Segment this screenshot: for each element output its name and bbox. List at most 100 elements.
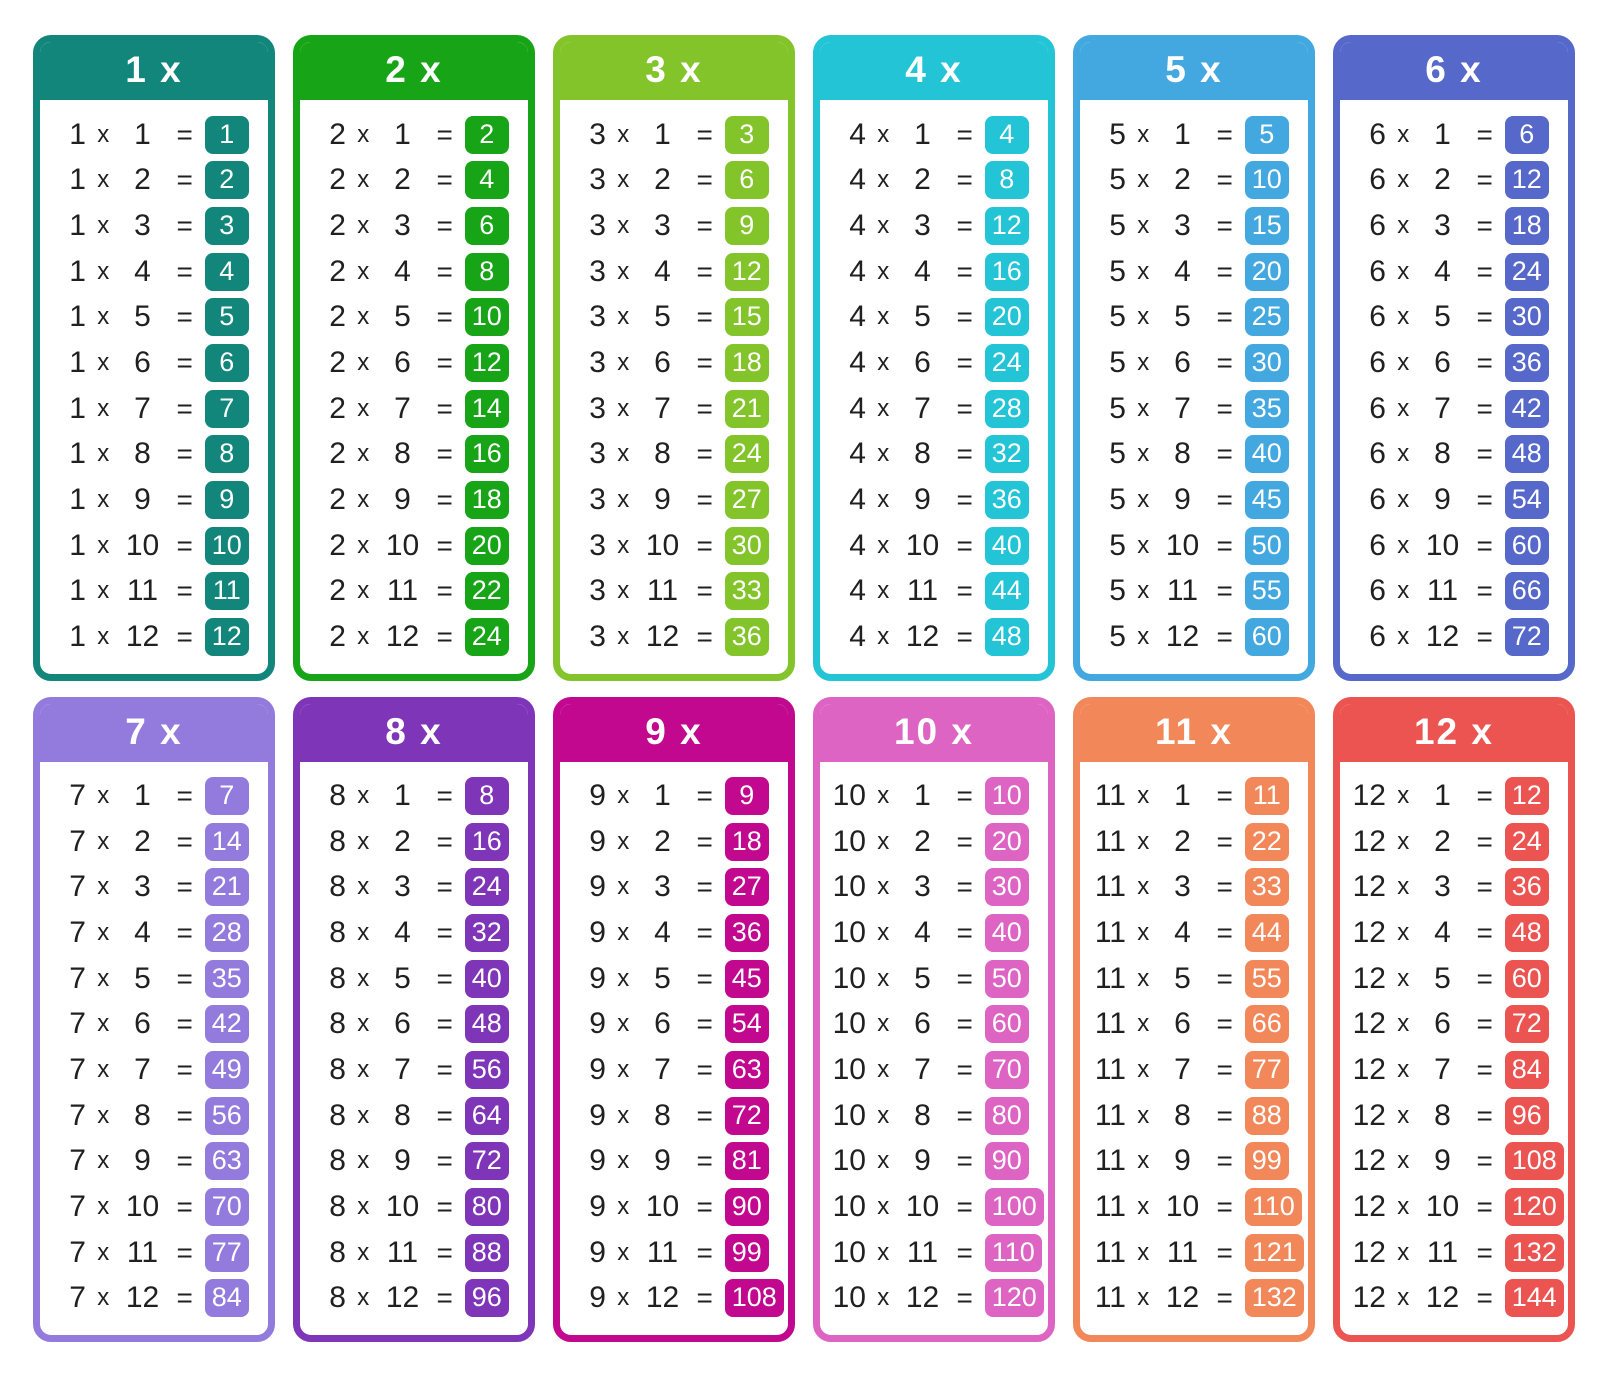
product-cell: 2	[464, 115, 528, 154]
equation-row: 8 x 4 = 32	[300, 914, 528, 953]
equation-row: 12 x 4 = 48	[1340, 914, 1568, 953]
equation-row: 2 x 2 = 4	[300, 161, 528, 200]
factor-multiplicand: 5	[1174, 961, 1191, 995]
equals-symbol: =	[176, 1008, 193, 1040]
product-cell: 24	[984, 343, 1048, 382]
factor-multiplicand: 5	[394, 300, 411, 334]
times-symbol: x	[357, 1010, 370, 1038]
product-badge: 49	[204, 1051, 249, 1090]
product-badge: 20	[464, 526, 509, 565]
equation-row: 3 x 6 = 18	[560, 343, 788, 382]
product-cell: 30	[724, 526, 788, 565]
factor-multiplicand: 8	[134, 1098, 151, 1132]
times-symbol: x	[97, 166, 110, 194]
product-badge: 11	[1244, 777, 1289, 816]
equals-symbol: =	[176, 825, 193, 857]
equals-symbol: =	[696, 1282, 713, 1314]
equals-symbol: =	[436, 1145, 453, 1177]
equation-row: 11 x 3 = 33	[1080, 868, 1308, 907]
factor-multiplicand: 4	[394, 254, 411, 288]
card-title: 8 x	[385, 710, 443, 752]
card-title: 6 x	[1425, 49, 1483, 90]
equation-row: 10 x 1 = 10	[820, 777, 1048, 816]
equals-symbol: =	[436, 209, 453, 241]
product-cell: 24	[724, 435, 788, 474]
times-symbol: x	[97, 827, 110, 855]
equals-symbol: =	[176, 392, 193, 424]
equals-symbol: =	[696, 1191, 713, 1223]
factor-multiplier: 2	[329, 254, 346, 288]
product-badge: 14	[204, 822, 249, 861]
equation-row: 12 x 12 = 144	[1340, 1279, 1568, 1318]
card-body: 3 x 1 = 3 3 x 2 = 6 3 x 3 = 9 3 x 4 = 12 3 x 5 = 15 3 x 6 = 18 3 x 7 = 21 3…	[560, 100, 788, 674]
equals-symbol: =	[176, 780, 193, 812]
factor-multiplicand: 11	[386, 574, 419, 608]
product-cell: 15	[1244, 206, 1308, 245]
equation-row: 10 x 11 = 110	[820, 1233, 1048, 1272]
product-badge: 22	[464, 572, 509, 611]
equation-row: 9 x 3 = 27	[560, 868, 788, 907]
card-title: 1 x	[125, 49, 183, 90]
product-badge: 6	[1504, 115, 1549, 154]
product-cell: 63	[204, 1142, 268, 1181]
times-symbol: x	[1397, 485, 1410, 513]
product-badge: 56	[464, 1051, 509, 1090]
factor-multiplicand: 7	[914, 391, 931, 425]
factor-multiplicand: 3	[914, 208, 931, 242]
factor-multiplier: 5	[1109, 254, 1126, 288]
equals-symbol: =	[1216, 1054, 1233, 1086]
factor-multiplicand: 4	[914, 916, 931, 950]
card-header: 10 x	[820, 703, 1048, 762]
factor-multiplicand: 1	[914, 117, 931, 151]
product-badge: 12	[724, 252, 769, 291]
factor-multiplier: 3	[589, 117, 606, 151]
product-cell: 10	[984, 777, 1048, 816]
equation-row: 2 x 8 = 16	[300, 435, 528, 474]
factor-multiplier: 3	[589, 619, 606, 653]
equation-row: 3 x 10 = 30	[560, 526, 788, 565]
product-cell: 21	[724, 389, 788, 428]
factor-multiplier: 12	[1352, 961, 1386, 995]
product-cell: 36	[724, 914, 788, 953]
product-badge: 14	[464, 389, 509, 428]
equation-row: 9 x 11 = 99	[560, 1233, 788, 1272]
times-symbol: x	[357, 1101, 370, 1129]
factor-multiplicand: 8	[1434, 1098, 1451, 1132]
equals-symbol: =	[1476, 962, 1493, 994]
factor-multiplicand: 1	[394, 779, 411, 813]
factor-multiplicand: 7	[134, 1053, 151, 1087]
factor-multiplicand: 12	[125, 1281, 160, 1315]
factor-multiplicand: 5	[1434, 961, 1451, 995]
factor-multiplicand: 6	[654, 345, 671, 379]
equals-symbol: =	[176, 1236, 193, 1268]
equals-symbol: =	[1216, 871, 1233, 903]
product-cell: 45	[724, 959, 788, 998]
product-cell: 110	[1244, 1188, 1308, 1227]
equation-row: 3 x 3 = 9	[560, 206, 788, 245]
factor-multiplicand: 4	[654, 254, 671, 288]
product-cell: 121	[1244, 1233, 1308, 1272]
equals-symbol: =	[696, 1008, 713, 1040]
equation-row: 10 x 10 = 100	[820, 1188, 1048, 1227]
equals-symbol: =	[956, 575, 973, 607]
product-badge: 60	[1244, 617, 1289, 656]
times-symbol: x	[1397, 257, 1410, 285]
card-body: 11 x 1 = 11 11 x 2 = 22 11 x 3 = 33 11 x 4 = 44 11 x 5 = 55 11 x 6 =…	[1080, 762, 1308, 1336]
product-badge: 132	[1244, 1279, 1304, 1318]
equals-symbol: =	[176, 1145, 193, 1177]
equation-row: 12 x 9 = 108	[1340, 1142, 1568, 1181]
equals-symbol: =	[176, 118, 193, 150]
times-symbol: x	[617, 1147, 630, 1175]
factor-multiplicand: 1	[1174, 117, 1191, 151]
equals-symbol: =	[436, 620, 453, 652]
factor-multiplier: 12	[1352, 1098, 1386, 1132]
equation-row: 9 x 1 = 9	[560, 777, 788, 816]
times-symbol: x	[1137, 1147, 1150, 1175]
factor-multiplicand: 8	[394, 437, 411, 471]
card-title: 7 x	[125, 710, 183, 752]
multiplication-card-7x: 7 x 7 x 1 = 7 7 x 2 = 14 7 x 3 = 21 7 x 4 = 28 7 x 5 = 35 7 x 6 = 42 7…	[33, 696, 275, 1342]
product-cell: 60	[1504, 526, 1568, 565]
factor-multiplier: 5	[1109, 437, 1126, 471]
product-cell: 12	[1504, 777, 1568, 816]
equation-row: 12 x 7 = 84	[1340, 1051, 1568, 1090]
